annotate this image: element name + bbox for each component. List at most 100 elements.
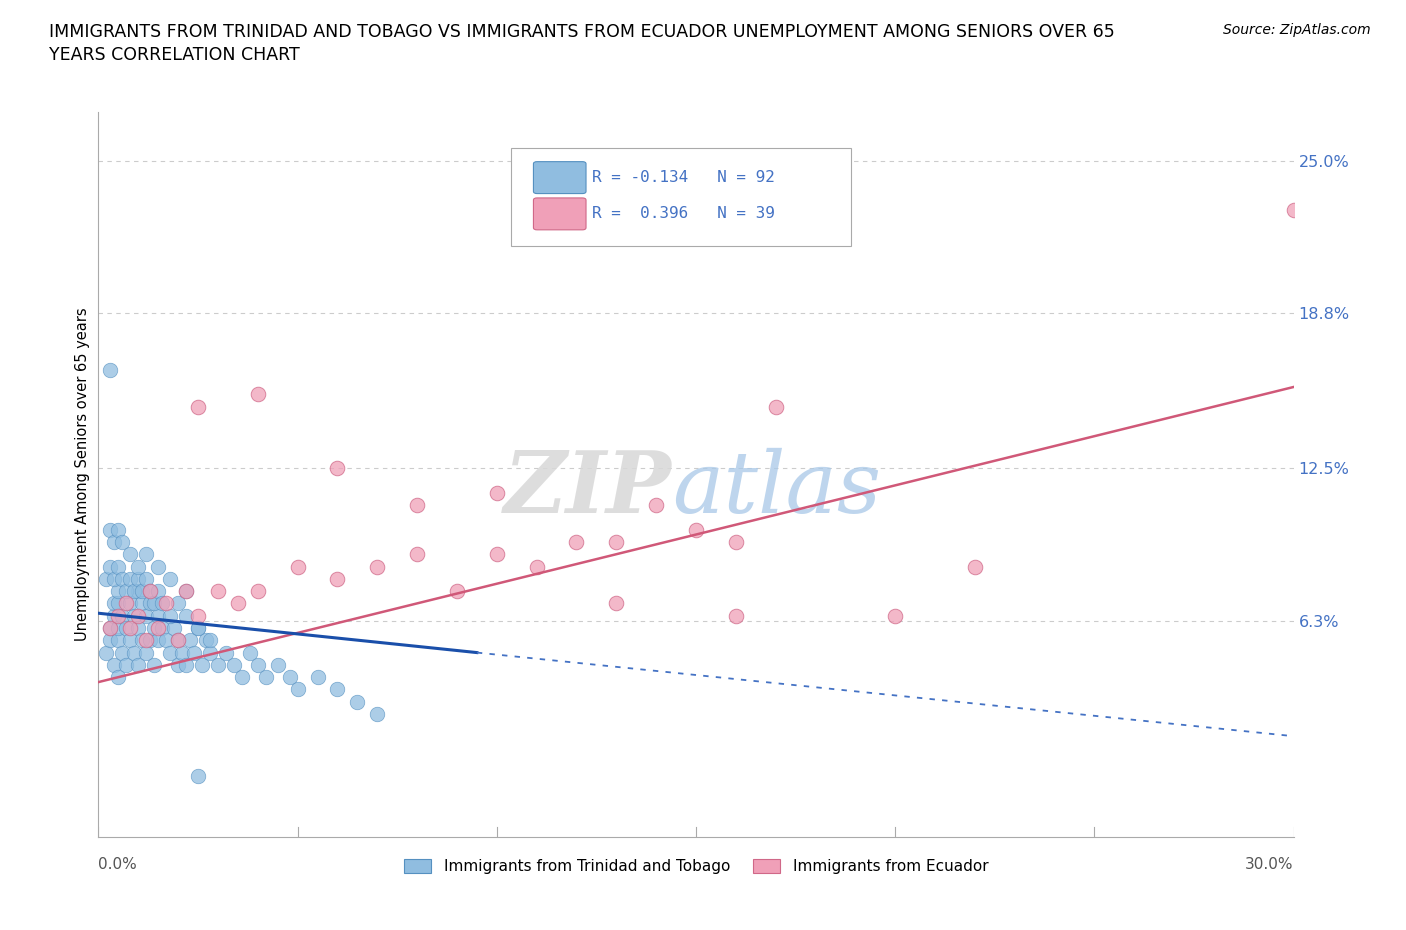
Point [183, 645, 205, 660]
FancyBboxPatch shape [533, 198, 586, 230]
Point [120, 632, 142, 647]
Point [111, 608, 134, 623]
Point [107, 620, 129, 635]
Point [645, 166, 668, 180]
Point [143, 658, 166, 672]
Point [159, 571, 181, 586]
Point [143, 596, 166, 611]
Point [139, 584, 162, 599]
Point [148, 559, 170, 574]
Point [111, 571, 134, 586]
Point [163, 620, 186, 635]
Point [605, 535, 627, 550]
Point [307, 670, 329, 684]
Point [131, 584, 153, 599]
FancyBboxPatch shape [533, 162, 586, 193]
Point [187, 399, 209, 414]
Point [246, 387, 269, 402]
Point [724, 535, 747, 550]
Point [179, 632, 201, 647]
Point [150, 596, 173, 611]
Point [231, 670, 253, 684]
Point [198, 632, 221, 647]
Point [111, 535, 134, 550]
Point [124, 608, 146, 623]
Point [565, 535, 588, 550]
Point [98, 559, 122, 574]
Point [148, 584, 170, 599]
Point [127, 658, 149, 672]
Point [127, 584, 149, 599]
Point [115, 596, 138, 611]
Point [103, 608, 125, 623]
Point [103, 535, 125, 550]
Point [120, 571, 142, 586]
Point [124, 645, 146, 660]
Point [167, 596, 190, 611]
Point [765, 399, 787, 414]
Point [167, 632, 190, 647]
Point [127, 571, 149, 586]
Point [131, 596, 153, 611]
Point [98, 632, 122, 647]
Text: Source: ZipAtlas.com: Source: ZipAtlas.com [1223, 23, 1371, 37]
Point [139, 632, 162, 647]
Text: atlas: atlas [672, 447, 882, 530]
Point [159, 608, 181, 623]
Point [287, 682, 309, 697]
Point [187, 620, 209, 635]
Point [98, 363, 122, 378]
Y-axis label: Unemployment Among Seniors over 65 years: Unemployment Among Seniors over 65 years [75, 308, 90, 641]
Point [103, 658, 125, 672]
Point [135, 571, 157, 586]
Point [446, 584, 468, 599]
Point [139, 584, 162, 599]
Legend: Immigrants from Trinidad and Tobago, Immigrants from Ecuador: Immigrants from Trinidad and Tobago, Imm… [396, 851, 995, 882]
Point [215, 645, 238, 660]
Point [107, 522, 129, 537]
Point [254, 670, 277, 684]
Point [485, 547, 508, 562]
Point [167, 632, 190, 647]
Point [884, 608, 907, 623]
Point [98, 620, 122, 635]
Point [135, 645, 157, 660]
Point [115, 584, 138, 599]
Point [191, 658, 214, 672]
Point [187, 608, 209, 623]
Point [98, 522, 122, 537]
Text: R =  0.396   N = 39: R = 0.396 N = 39 [592, 206, 775, 221]
Point [187, 768, 209, 783]
Text: 30.0%: 30.0% [1246, 857, 1294, 871]
Point [107, 670, 129, 684]
Point [207, 658, 229, 672]
Point [131, 632, 153, 647]
Point [103, 596, 125, 611]
Point [96, 571, 118, 586]
Point [124, 584, 146, 599]
Point [174, 608, 197, 623]
Point [366, 707, 388, 722]
Text: IMMIGRANTS FROM TRINIDAD AND TOBAGO VS IMMIGRANTS FROM ECUADOR UNEMPLOYMENT AMON: IMMIGRANTS FROM TRINIDAD AND TOBAGO VS I… [49, 23, 1115, 41]
Point [187, 620, 209, 635]
Point [107, 559, 129, 574]
Point [98, 620, 122, 635]
Point [246, 658, 269, 672]
Point [120, 620, 142, 635]
Point [127, 620, 149, 635]
Point [148, 608, 170, 623]
Text: ZIP: ZIP [505, 447, 672, 530]
Point [148, 632, 170, 647]
Point [685, 522, 707, 537]
Point [1282, 203, 1305, 218]
Point [485, 485, 508, 500]
Point [172, 645, 194, 660]
Point [605, 596, 627, 611]
Point [135, 632, 157, 647]
Point [267, 658, 290, 672]
Point [174, 584, 197, 599]
Point [174, 658, 197, 672]
Point [326, 460, 349, 475]
Point [366, 559, 388, 574]
Text: 0.0%: 0.0% [98, 857, 138, 871]
